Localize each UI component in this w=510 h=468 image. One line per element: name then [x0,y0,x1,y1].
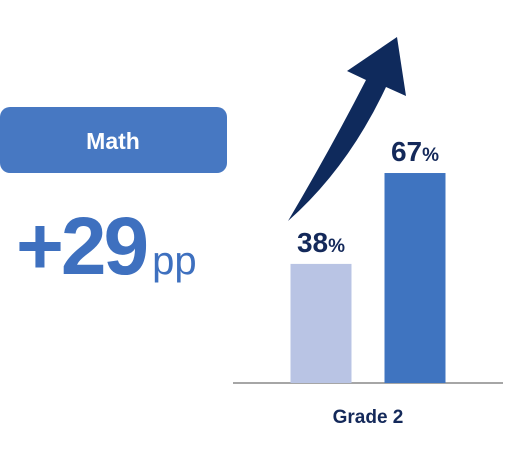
headline-unit: pp [152,239,197,283]
badge-label: Math [86,128,140,154]
bar [384,173,446,383]
value-label: 67% [391,136,439,167]
value-label: 38% [297,227,345,258]
x-label: Grade 2 [333,407,404,428]
trend-arrow [288,37,406,221]
headline: +29 pp [16,201,197,292]
badge-background [0,107,227,173]
bar [290,263,352,383]
headline-value: +29 [16,201,146,292]
